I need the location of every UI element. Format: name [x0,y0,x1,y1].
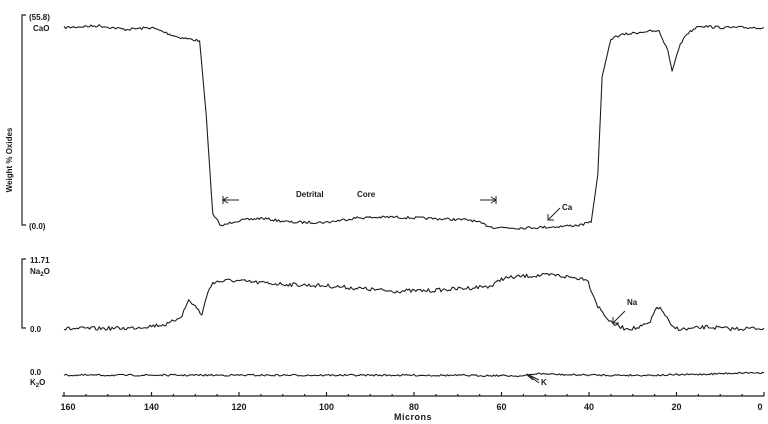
annotation-na: Na [627,298,638,307]
detrital-core-left-marker [222,196,239,204]
x-tick-label: 0 [757,402,762,412]
series-k2o-line [63,371,765,378]
series-na2o-line [63,272,765,332]
na-arrow [612,310,626,324]
annotation-ca: Ca [562,203,573,212]
na2o-scale-max: 11.71 [30,256,50,265]
cao-label: CaO [33,24,49,33]
annotation-detrital: Detrital [296,190,324,199]
k-arrow [526,373,540,384]
na2o-label: Na2O [30,267,50,278]
x-tick-label: 160 [60,402,75,412]
na2o-scale-min: 0.0 [30,325,42,334]
cao-scale-bracket [21,14,26,226]
x-tick-label: 140 [144,402,159,412]
x-tick-label: 120 [231,402,246,412]
annotation-core: Core [357,190,376,199]
cao-scale-max: (55.8) [29,13,50,22]
x-axis-title: Microns [394,412,432,422]
cao-scale-min: (0.0) [29,222,46,231]
x-tick-label: 80 [409,402,419,412]
series-cao-line [63,24,765,230]
x-tick-label: 100 [319,402,334,412]
k2o-label: K2O [30,378,45,389]
y-axis-title: Weight % Oxides [5,127,14,192]
annotation-k: K [541,378,547,387]
x-tick-label: 20 [671,402,681,412]
na2o-scale-bracket [21,258,26,329]
x-axis-ticks: 160 140 120 100 80 60 40 20 0 [60,392,765,412]
ca-arrow [547,207,561,221]
detrital-core-right-marker [480,196,497,204]
x-tick-label: 40 [584,402,594,412]
x-tick-label: 60 [496,402,506,412]
k2o-scale-label: 0.0 [30,368,42,377]
